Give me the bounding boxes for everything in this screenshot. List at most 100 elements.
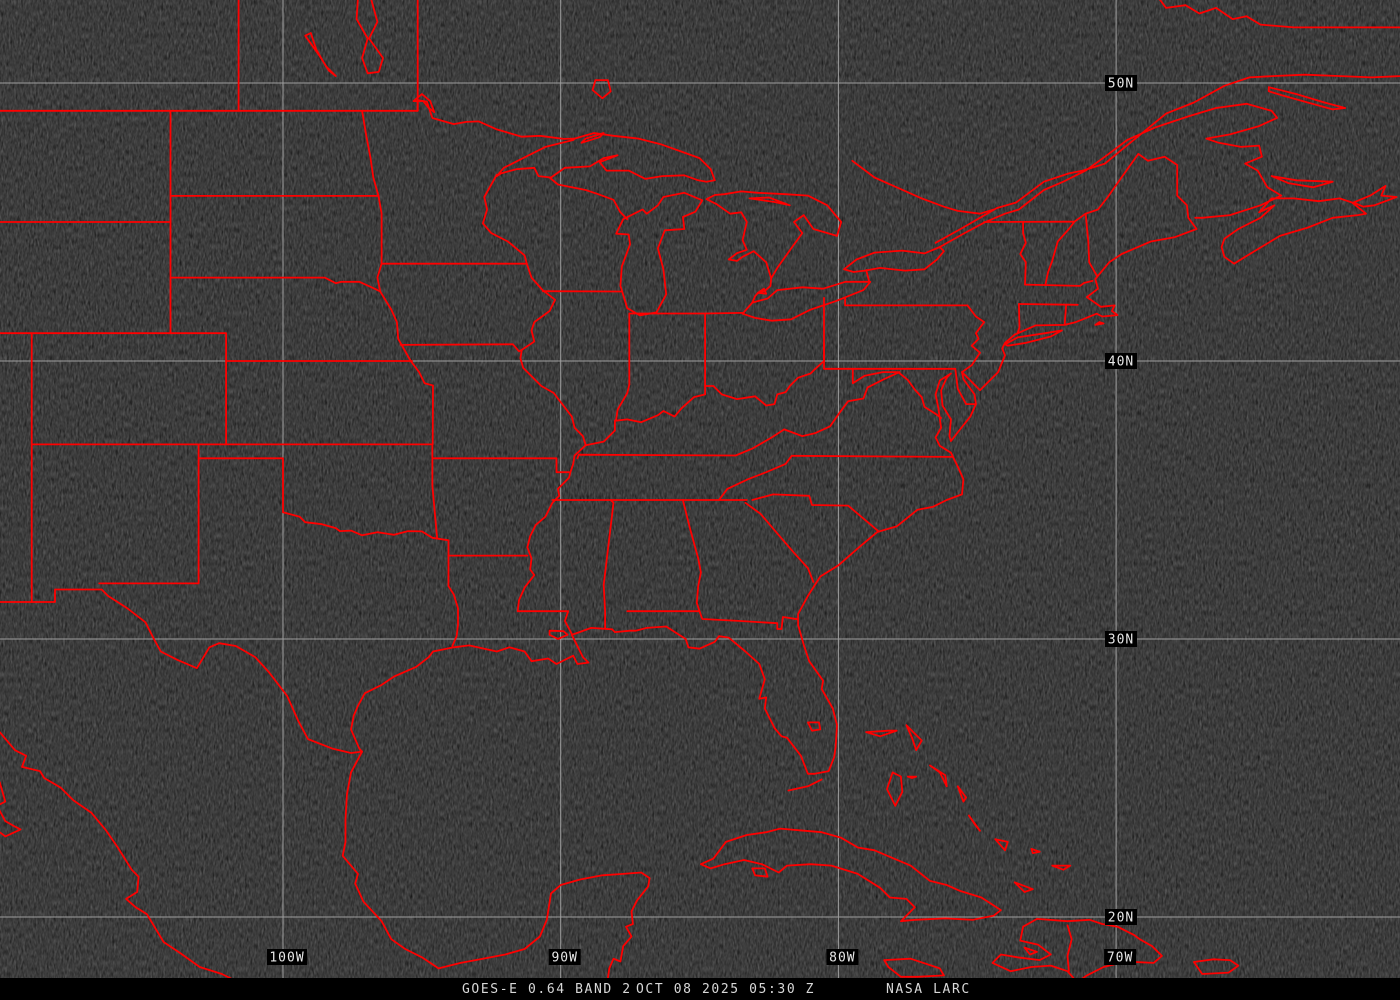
outline-state-border-wv-va [783,371,901,438]
outline-state-border-wi-mi [548,176,629,221]
outline-turks-caicos [1051,864,1072,871]
outline-lake-michigan [615,191,704,317]
outline-state-border-al-ga [682,499,702,613]
outline-red-river-mn-nd [361,109,380,197]
outline-atlantic-gulf-coast [350,152,1198,775]
outline-manitoulin-island [748,196,791,207]
outline-state-border-nc-tn [718,454,793,501]
outline-cat-island [956,785,967,803]
outline-puerto-rico [1193,958,1240,975]
outline-savannah-river-ga-sc [744,501,815,583]
outline-state-border-ky-tn [576,453,737,460]
outline-ok-panhandle-tx [197,457,284,514]
outline-state-border-ia-mo [399,343,523,353]
grid-label-backing-80W [826,949,859,965]
outline-cuba [700,827,1002,923]
outline-st-lawrence-south-shore-gaspe-nb [938,102,1283,248]
outline-lake-of-the-woods [412,93,436,114]
outline-state-border-mi-south [628,311,744,315]
outline-red-river-ok-tx [282,511,450,542]
grid-label-30N: 30N [1108,633,1134,648]
outline-state-border-de-md [954,367,977,406]
outline-lake-huron-georgian-bay [705,190,843,280]
outline-state-border-ct-ri [1063,304,1067,326]
outline-state-border-nm-tx [98,443,200,585]
outline-ohio-river [584,342,825,447]
outline-ile-de-la-gonave [1023,946,1038,956]
outline-abaco [905,724,923,752]
outline-us-mexico-border-rio-grande [0,588,364,754]
outline-state-border-ms-al [602,499,615,630]
outline-marthas-vineyard [1094,321,1105,326]
outline-lake-manitoba [304,32,337,77]
outline-state-border-mn-sd [377,194,383,265]
caption-datetime: OCT 08 2025 05:30 Z [636,982,816,997]
outline-mississippi-river-upper [481,173,587,447]
outline-state-border-fl-north [626,610,799,630]
outline-lake-champlain-ny-vt [1019,221,1027,286]
caption-source: NASA LARC [886,982,971,997]
grid-labels: 50N 40N 30N 20N 100W 90W 80W 70W [267,75,1137,966]
outline-andros [886,771,904,807]
outline-haiti-dr-border [1066,924,1073,973]
outline-state-border-ma-south [1018,303,1079,306]
caption-bar: GOES-E 0.64 BAND 2 OCT 08 2025 05:30 Z N… [0,978,1400,1000]
outline-lake-winnipeg [355,0,384,75]
outline-big-sioux-ia-sd [376,262,383,293]
outline-state-border-ms-la-31n [516,610,573,635]
outline-isle-royale [580,132,605,144]
grid-label-70W: 70W [1107,951,1133,966]
outline-sabine-tx-la [447,539,459,647]
outline-anticosti-island [1267,86,1347,111]
caption-product: GOES-E 0.64 BAND 2 [462,982,632,997]
outline-crooked-acklins [994,838,1009,852]
outline-quebec-labrador-border [1159,0,1400,29]
outline-prince-edward-island [1270,175,1334,189]
outline-wabash-river [614,383,631,422]
outline-ottawa-river-on-qc-border [851,159,995,215]
outline-niagara-river [865,269,870,282]
outline-potomac-river-md-va [851,367,942,419]
outline-lake-st-clair [757,287,768,295]
grid-label-100W: 100W [269,951,304,966]
grid-label-backing-40N [1105,353,1137,369]
outline-lake-superior [495,132,716,183]
outline-border-lake-of-woods-to-superior [416,99,576,140]
outline-state-border-ny-ct [1016,303,1021,335]
outline-florida-keys [787,778,823,792]
outline-mississippi-river-lower [516,444,587,613]
outline-state-border-va-nc [790,454,954,458]
outline-state-border-pa-ny [844,296,969,307]
outline-cape-breton-island [1352,184,1398,208]
outline-state-border-nc-sc [751,493,880,533]
outline-st-clair-detroit-river [751,277,773,304]
outline-long-island [1004,329,1063,347]
grid-label-90W: 90W [551,951,577,966]
outline-lake-erie [741,280,872,322]
grid-label-50N: 50N [1108,77,1134,92]
grid-label-backing-90W [548,949,581,965]
outline-state-border-nh-me [1084,212,1098,277]
outline-lake-nipigon [591,79,612,100]
outline-nova-scotia [1220,197,1367,265]
grid-label-40N: 40N [1108,355,1134,370]
outline-great-inagua [1013,881,1034,893]
outline-st-lawrence-north-shore [934,73,1400,244]
outline-grand-bahama [865,729,898,738]
grid-label-backing-100W [267,949,307,965]
outline-state-border-mo-ar [431,457,570,474]
grid-label-backing-30N [1105,631,1137,647]
outline-state-border-ma-north [1024,279,1094,287]
grid-label-20N: 20N [1108,911,1134,926]
outline-state-border-sd-ne [169,276,382,293]
outline-mayaguana [1030,848,1041,854]
outline-lake-okeechobee [807,721,822,732]
outline-state-border-ne-west [169,332,228,362]
outline-jamaica [883,957,945,978]
outline-long-island-bahamas [968,814,981,832]
outline-mexico-pacific-coast [0,731,240,984]
grid-label-backing-50N [1105,75,1137,91]
